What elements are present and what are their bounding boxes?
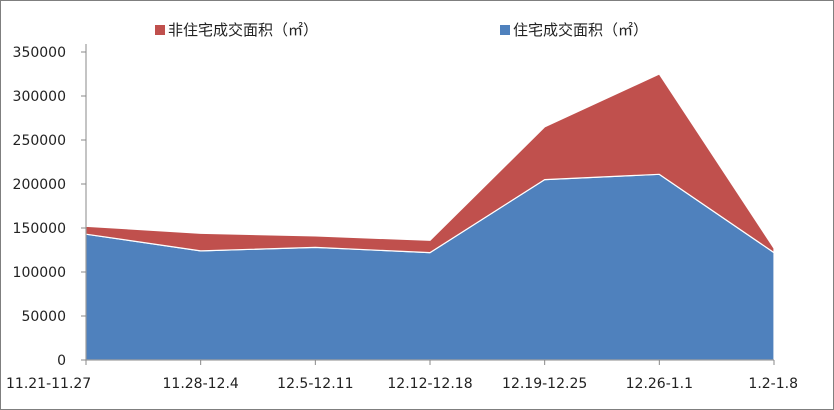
- x-tick-label: 11.28-12.4: [163, 376, 239, 392]
- y-tick-label: 100000: [13, 265, 66, 281]
- y-tick-label: 350000: [13, 45, 66, 61]
- x-tick-label: 12.19-12.25: [502, 376, 587, 392]
- x-tick-label: 11.21-11.27: [6, 376, 91, 392]
- legend: 非住宅成交面积（㎡） 住宅成交面积（㎡）: [155, 21, 648, 39]
- y-tick-label: 150000: [13, 221, 66, 237]
- x-tick-label: 1.2-1.8: [748, 376, 798, 392]
- y-tick-label: 0: [57, 353, 66, 369]
- y-tick-label: 250000: [13, 133, 66, 149]
- x-tick-label: 12.12-12.18: [387, 376, 472, 392]
- x-tick-label: 12.5-12.11: [277, 376, 353, 392]
- legend-swatch-non-residential: [155, 25, 165, 35]
- y-tick-label: 300000: [13, 89, 66, 105]
- legend-label-non-residential: 非住宅成交面积（㎡）: [168, 21, 318, 39]
- y-tick-label: 200000: [13, 177, 66, 193]
- legend-label-residential: 住宅成交面积（㎡）: [513, 21, 648, 39]
- axes-layer: 0 50000 100000 150000 200000 250000 300000 3500…: [6, 44, 798, 392]
- area-series-non-residential: [85, 73, 775, 254]
- y-tick-label: 50000: [21, 309, 66, 325]
- legend-swatch-residential: [500, 25, 510, 35]
- x-tick-label: 12.26-1.1: [626, 376, 693, 392]
